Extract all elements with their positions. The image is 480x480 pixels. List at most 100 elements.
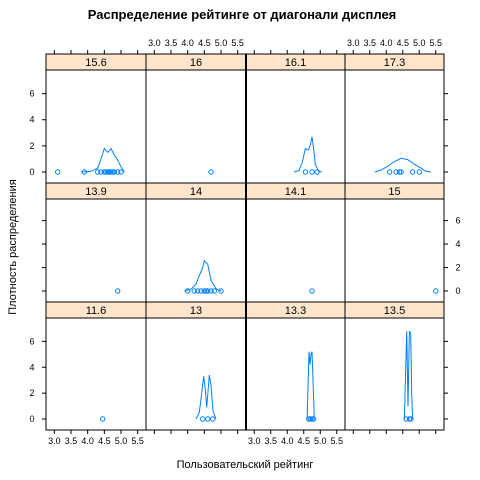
data-point bbox=[403, 416, 409, 422]
panel-16-1: 16.1 bbox=[245, 53, 346, 184]
strip-label: 13.9 bbox=[85, 186, 106, 198]
y-tick-label: 2 bbox=[29, 388, 34, 398]
density-curve bbox=[195, 374, 217, 420]
x-tick-label: 5.5 bbox=[330, 436, 343, 446]
data-point bbox=[205, 416, 211, 422]
data-point bbox=[205, 288, 211, 294]
panel-13-5: 13.5 bbox=[344, 301, 445, 431]
data-point bbox=[195, 288, 201, 294]
x-tick-label: 3.5 bbox=[165, 38, 178, 48]
panel-frame bbox=[245, 198, 346, 303]
x-tick-label: 5.0 bbox=[215, 38, 228, 48]
x-tick-label: 5.5 bbox=[131, 436, 144, 446]
panel-frame bbox=[245, 69, 346, 184]
data-point bbox=[309, 288, 315, 294]
strip-label: 14.1 bbox=[285, 186, 306, 198]
data-point bbox=[210, 416, 216, 422]
data-point bbox=[115, 169, 121, 175]
panel-14: 14 bbox=[145, 182, 247, 303]
panel-16: 16 bbox=[145, 53, 247, 184]
x-axis-label: Пользовательский рейтинг bbox=[177, 459, 314, 471]
data-point bbox=[309, 169, 315, 175]
data-point bbox=[115, 288, 121, 294]
x-tick-label: 3.0 bbox=[248, 436, 261, 446]
data-point bbox=[302, 169, 309, 175]
data-point bbox=[208, 169, 214, 175]
data-point bbox=[95, 169, 101, 175]
panel-frame bbox=[245, 317, 346, 431]
x-tick-label: 3.0 bbox=[347, 38, 360, 48]
strip-label: 13.3 bbox=[285, 305, 306, 317]
y-axis-label: Плотность распределения bbox=[7, 179, 19, 314]
y-tick-label: 4 bbox=[455, 239, 460, 249]
x-tick-label: 3.5 bbox=[65, 436, 78, 446]
data-point bbox=[406, 416, 413, 422]
x-tick-label: 5.5 bbox=[231, 38, 244, 48]
data-point bbox=[218, 288, 224, 294]
x-tick-label: 4.5 bbox=[98, 436, 111, 446]
panel-frame bbox=[45, 198, 147, 303]
panel-15-6: 15.6 bbox=[45, 53, 147, 184]
y-tick-label: 0 bbox=[455, 286, 460, 296]
strip-label: 11.6 bbox=[86, 305, 107, 317]
data-point bbox=[110, 169, 116, 175]
panel-frame bbox=[344, 317, 445, 431]
y-tick-label: 6 bbox=[29, 89, 34, 99]
data-point bbox=[105, 169, 111, 175]
y-tick-label: 0 bbox=[29, 167, 34, 177]
panel-frame bbox=[145, 317, 247, 431]
density-curve bbox=[403, 330, 414, 420]
x-tick-label: 5.0 bbox=[115, 436, 128, 446]
x-tick-label: 5.0 bbox=[413, 38, 426, 48]
x-tick-label: 3.5 bbox=[363, 38, 376, 48]
data-point bbox=[200, 416, 206, 422]
data-point bbox=[111, 169, 118, 175]
data-point bbox=[408, 416, 414, 422]
density-curve bbox=[293, 136, 323, 173]
y-tick-label: 6 bbox=[29, 336, 34, 346]
panel-frame bbox=[344, 69, 445, 184]
x-tick-label: 3.0 bbox=[48, 436, 61, 446]
y-tick-label: 4 bbox=[29, 362, 34, 372]
x-tick-label: 4.0 bbox=[81, 436, 94, 446]
panel-frame bbox=[145, 69, 247, 184]
x-tick-label: 4.5 bbox=[396, 38, 409, 48]
strip-label: 15.6 bbox=[85, 57, 106, 69]
panel-13-9: 13.9 bbox=[45, 182, 147, 303]
x-tick-label: 3.0 bbox=[148, 38, 161, 48]
strip-label: 16.1 bbox=[285, 57, 306, 69]
density-curve bbox=[374, 157, 431, 173]
panel-11-6: 11.6 bbox=[45, 301, 147, 431]
data-point bbox=[198, 288, 204, 294]
data-point bbox=[98, 169, 104, 175]
x-tick-label: 4.0 bbox=[380, 38, 393, 48]
y-tick-label: 2 bbox=[455, 263, 460, 273]
panel-15: 15 bbox=[344, 182, 445, 303]
panel-17-3: 17.3 bbox=[344, 53, 445, 184]
data-point bbox=[208, 288, 214, 294]
data-point bbox=[396, 169, 403, 175]
panel-14-1: 14.1 bbox=[245, 182, 346, 303]
data-point bbox=[309, 416, 315, 422]
strip-label: 16 bbox=[190, 57, 202, 69]
data-point bbox=[81, 169, 88, 175]
data-point bbox=[310, 416, 317, 422]
panel-frame bbox=[45, 69, 147, 184]
data-point bbox=[118, 169, 124, 175]
x-tick-label: 5.5 bbox=[429, 38, 442, 48]
data-point bbox=[103, 169, 109, 175]
data-point bbox=[393, 169, 399, 175]
strip-label: 17.3 bbox=[384, 57, 405, 69]
x-tick-label: 4.5 bbox=[297, 436, 310, 446]
strip-label: 15 bbox=[388, 186, 400, 198]
data-point bbox=[409, 169, 416, 175]
x-tick-label: 4.0 bbox=[181, 38, 194, 48]
data-point bbox=[398, 169, 404, 175]
panel-frame bbox=[344, 198, 445, 303]
data-point bbox=[416, 169, 422, 175]
x-tick-label: 3.5 bbox=[264, 436, 277, 446]
data-point bbox=[314, 169, 320, 175]
data-point bbox=[201, 288, 208, 294]
y-tick-label: 4 bbox=[29, 115, 34, 125]
